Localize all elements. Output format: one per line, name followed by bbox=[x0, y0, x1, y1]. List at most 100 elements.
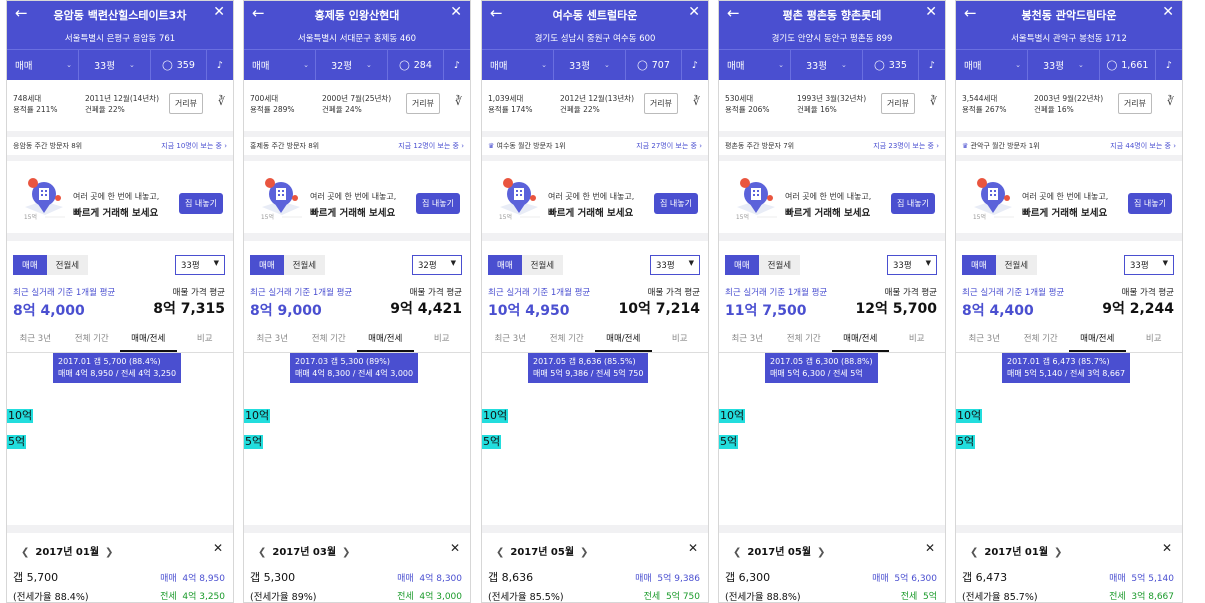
chart-tab[interactable]: 최근 3년 bbox=[494, 334, 527, 344]
bell-icon[interactable]: ♪ bbox=[216, 59, 224, 71]
comments-button[interactable]: ◯ 335 bbox=[863, 50, 919, 80]
prev-month-icon[interactable]: ❮ bbox=[496, 547, 505, 558]
list-property-button[interactable]: 집 내놓기 bbox=[654, 193, 698, 214]
bell-icon[interactable]: ♪ bbox=[453, 59, 461, 71]
bell-icon[interactable]: ♪ bbox=[928, 59, 936, 71]
size-dropdown[interactable]: 33평 ▼ bbox=[887, 255, 937, 275]
size-select[interactable]: 33평 ⌄ bbox=[554, 50, 626, 80]
price-chart[interactable]: 2017.03 갭 5,300 (89%) 매매 4억 8,300 / 전세 4억… bbox=[244, 353, 470, 523]
chart-tab[interactable]: 매매/전세 bbox=[595, 323, 652, 352]
visitor-rank-bar[interactable]: ♛ 여수동 월간 방문자 1위 지금 27명이 보는 중 › bbox=[482, 131, 708, 161]
tab-rent[interactable]: 전월세 bbox=[758, 255, 801, 275]
comments-button[interactable]: ◯ 359 bbox=[151, 50, 207, 80]
list-property-button[interactable]: 집 내놓기 bbox=[891, 193, 935, 214]
tab-rent[interactable]: 전월세 bbox=[995, 255, 1038, 275]
next-month-icon[interactable]: ❯ bbox=[342, 547, 351, 558]
size-dropdown[interactable]: 33평 ▼ bbox=[650, 255, 700, 275]
chart-tab[interactable]: 최근 3년 bbox=[968, 334, 1001, 344]
street-view-button[interactable]: 거리뷰 bbox=[643, 93, 678, 114]
back-arrow-icon[interactable]: ← bbox=[964, 4, 977, 22]
next-month-icon[interactable]: ❯ bbox=[580, 547, 589, 558]
visitor-rank-bar[interactable]: ♛ 평촌동 주간 방문자 7위 지금 23명이 보는 중 › bbox=[719, 131, 945, 161]
tab-sale[interactable]: 매매 bbox=[962, 255, 996, 275]
back-arrow-icon[interactable]: ← bbox=[15, 4, 28, 22]
size-dropdown[interactable]: 32평 ▼ bbox=[412, 255, 462, 275]
next-month-icon[interactable]: ❯ bbox=[1054, 547, 1063, 558]
trade-type-select[interactable]: 매매 ⌄ bbox=[482, 50, 554, 80]
size-dropdown[interactable]: 33평 ▼ bbox=[175, 255, 225, 275]
list-property-button[interactable]: 집 내놓기 bbox=[416, 193, 460, 214]
chart-tab[interactable]: 매매/전세 bbox=[120, 323, 177, 352]
close-icon[interactable]: ✕ bbox=[688, 4, 700, 20]
size-select[interactable]: 33평 ⌄ bbox=[1028, 50, 1100, 80]
visitor-rank-bar[interactable]: ♛ 응암동 주간 방문자 8위 지금 10명이 보는 중 › bbox=[7, 131, 233, 161]
tab-sale[interactable]: 매매 bbox=[250, 255, 284, 275]
visitor-rank-bar[interactable]: ♛ 관악구 월간 방문자 1위 지금 44명이 보는 중 › bbox=[956, 131, 1182, 161]
prev-month-icon[interactable]: ❮ bbox=[21, 547, 30, 558]
chart-tab[interactable]: 전체 기간 bbox=[1023, 334, 1058, 344]
prev-month-icon[interactable]: ❮ bbox=[970, 547, 979, 558]
close-icon[interactable]: ✕ bbox=[1162, 4, 1174, 20]
chart-tab[interactable]: 최근 3년 bbox=[256, 334, 289, 344]
close-icon[interactable]: ✕ bbox=[1161, 541, 1172, 555]
trade-type-select[interactable]: 매매 ⌄ bbox=[244, 50, 316, 80]
size-select[interactable]: 32평 ⌄ bbox=[316, 50, 388, 80]
share-icon[interactable]: ∛ bbox=[692, 95, 700, 108]
chart-tab[interactable]: 비교 bbox=[196, 334, 213, 344]
chart-tab[interactable]: 비교 bbox=[1145, 334, 1162, 344]
bell-icon[interactable]: ♪ bbox=[1165, 59, 1173, 71]
chart-tab[interactable]: 전체 기간 bbox=[311, 334, 346, 344]
trade-type-select[interactable]: 매매 ⌄ bbox=[7, 50, 79, 80]
close-icon[interactable]: ✕ bbox=[213, 4, 225, 20]
prev-month-icon[interactable]: ❮ bbox=[733, 547, 742, 558]
comments-button[interactable]: ◯ 284 bbox=[388, 50, 444, 80]
close-icon[interactable]: ✕ bbox=[925, 4, 937, 20]
price-chart[interactable]: 2017.05 갭 6,300 (88.8%) 매매 5억 6,300 / 전세 … bbox=[719, 353, 945, 523]
close-icon[interactable]: ✕ bbox=[450, 4, 462, 20]
chart-tab[interactable]: 비교 bbox=[908, 334, 925, 344]
share-icon[interactable]: ∛ bbox=[217, 95, 225, 108]
close-icon[interactable]: ✕ bbox=[687, 541, 698, 555]
trade-type-select[interactable]: 매매 ⌄ bbox=[719, 50, 791, 80]
street-view-button[interactable]: 거리뷰 bbox=[405, 93, 440, 114]
share-icon[interactable]: ∛ bbox=[454, 95, 462, 108]
street-view-button[interactable]: 거리뷰 bbox=[168, 93, 203, 114]
price-chart[interactable]: 2017.01 갭 5,700 (88.4%) 매매 4억 8,950 / 전세 … bbox=[7, 353, 233, 523]
close-icon[interactable]: ✕ bbox=[924, 541, 935, 555]
trade-type-select[interactable]: 매매 ⌄ bbox=[956, 50, 1028, 80]
chart-tab[interactable]: 최근 3년 bbox=[731, 334, 764, 344]
tab-rent[interactable]: 전월세 bbox=[46, 255, 89, 275]
comments-button[interactable]: ◯ 707 bbox=[626, 50, 682, 80]
chart-tab[interactable]: 전체 기간 bbox=[786, 334, 821, 344]
bell-icon[interactable]: ♪ bbox=[691, 59, 699, 71]
chart-tab[interactable]: 매매/전세 bbox=[1069, 323, 1126, 352]
price-chart[interactable]: 2017.01 갭 6,473 (85.7%) 매매 5억 5,140 / 전세 … bbox=[956, 353, 1182, 523]
comments-button[interactable]: ◯ 1,661 bbox=[1100, 50, 1156, 80]
share-icon[interactable]: ∛ bbox=[929, 95, 937, 108]
size-select[interactable]: 33평 ⌄ bbox=[791, 50, 863, 80]
tab-rent[interactable]: 전월세 bbox=[283, 255, 326, 275]
chart-tab[interactable]: 전체 기간 bbox=[549, 334, 584, 344]
tab-rent[interactable]: 전월세 bbox=[521, 255, 564, 275]
close-icon[interactable]: ✕ bbox=[212, 541, 223, 555]
next-month-icon[interactable]: ❯ bbox=[105, 547, 114, 558]
street-view-button[interactable]: 거리뷰 bbox=[880, 93, 915, 114]
tab-sale[interactable]: 매매 bbox=[13, 255, 47, 275]
chart-tab[interactable]: 매매/전세 bbox=[832, 323, 889, 352]
share-icon[interactable]: ∛ bbox=[1166, 95, 1174, 108]
chart-tab[interactable]: 최근 3년 bbox=[19, 334, 52, 344]
street-view-button[interactable]: 거리뷰 bbox=[1117, 93, 1152, 114]
prev-month-icon[interactable]: ❮ bbox=[258, 547, 267, 558]
list-property-button[interactable]: 집 내놓기 bbox=[179, 193, 223, 214]
visitor-rank-bar[interactable]: ♛ 홍제동 주간 방문자 8위 지금 12명이 보는 중 › bbox=[244, 131, 470, 161]
back-arrow-icon[interactable]: ← bbox=[252, 4, 265, 22]
size-dropdown[interactable]: 33평 ▼ bbox=[1124, 255, 1174, 275]
next-month-icon[interactable]: ❯ bbox=[817, 547, 826, 558]
back-arrow-icon[interactable]: ← bbox=[727, 4, 740, 22]
chart-tab[interactable]: 전체 기간 bbox=[74, 334, 109, 344]
chart-tab[interactable]: 매매/전세 bbox=[357, 323, 414, 352]
tab-sale[interactable]: 매매 bbox=[488, 255, 522, 275]
back-arrow-icon[interactable]: ← bbox=[490, 4, 503, 22]
close-icon[interactable]: ✕ bbox=[449, 541, 460, 555]
tab-sale[interactable]: 매매 bbox=[725, 255, 759, 275]
